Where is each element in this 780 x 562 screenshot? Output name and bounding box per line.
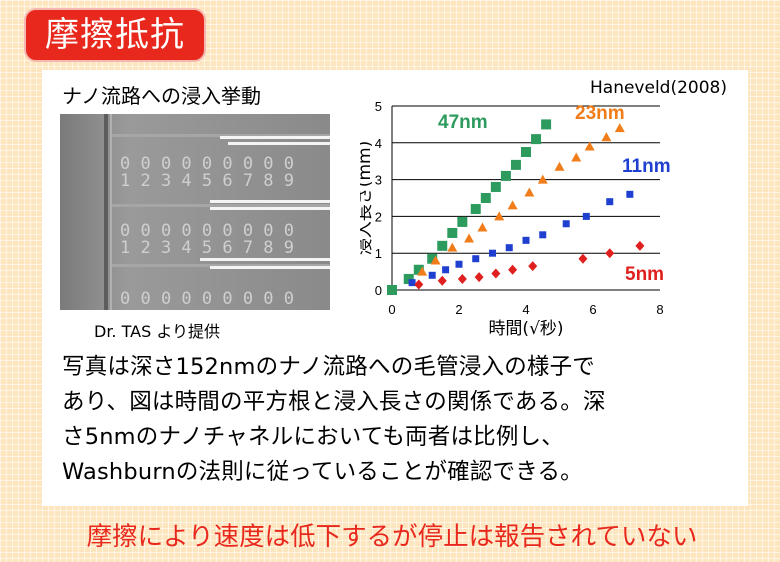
point-23nm-13 [614, 123, 625, 133]
point-47nm-5 [447, 227, 458, 238]
point-47nm-8 [480, 193, 491, 203]
point-23nm-5 [494, 211, 505, 221]
series-label-47nm: 47nm [438, 112, 488, 133]
point-23nm-8 [537, 174, 548, 184]
source-citation: Haneveld(2008) [590, 78, 727, 98]
x-tick-label-8: 8 [656, 302, 663, 317]
point-5nm-0 [414, 279, 424, 290]
point-23nm-11 [584, 141, 595, 151]
conclusion-text: 摩擦により速度は低下するが停止は報告されていない [86, 522, 698, 552]
chart-y-label: 浸入長さ(mm) [360, 141, 375, 255]
summary-line-1: 写真は深さ152nmのナノ流路への毛管浸入の様子で [62, 354, 595, 380]
point-47nm-0 [387, 285, 397, 295]
point-47nm-2 [413, 264, 424, 275]
point-47nm-4 [437, 240, 448, 251]
point-11nm-6 [505, 244, 513, 252]
photo-number-row-2: 1 2 3 4 5 6 7 8 9 [120, 238, 294, 258]
point-47nm-10 [500, 170, 511, 181]
photo-digit-row-1: 0 0 0 0 0 0 0 0 0 [120, 154, 294, 174]
y-tick-label-5: 5 [375, 99, 382, 114]
point-11nm-10 [582, 212, 590, 220]
series-label-5nm: 5nm [625, 264, 664, 285]
point-47nm-13 [531, 134, 542, 145]
photo-digit-row-2: 0 0 0 0 0 0 0 0 0 [120, 221, 294, 241]
point-5nm-2 [457, 273, 467, 284]
penetration-chart: 0 1 2 3 4 5 0 2 4 6 8 47nm 23nm 11nm 5nm 時間(√秒) 浸入長さ(… [360, 99, 671, 338]
point-47nm-9 [490, 181, 501, 192]
x-tick-label-2: 2 [455, 302, 462, 317]
nanochannel-photo: 0 0 0 0 0 0 0 0 0 1 2 3 4 5 6 7 8 9 0 0 … [60, 114, 330, 310]
point-23nm-6 [507, 200, 518, 210]
point-11nm-4 [472, 255, 480, 263]
summary-line-3: さ5nmのナノチャネルにおいても両者は比例し、 [62, 424, 564, 450]
summary-line-2: あり、図は時間の平方根と浸入長さの関係である。深 [62, 389, 606, 415]
chart-ticks: 0 1 2 3 4 5 0 2 4 6 8 [375, 99, 664, 317]
photo-credit: Dr. TAS より提供 [94, 322, 221, 341]
point-47nm-7 [470, 204, 481, 215]
point-11nm-3 [455, 260, 463, 268]
y-tick-label-2: 2 [375, 209, 382, 224]
point-11nm-0 [408, 279, 416, 287]
point-11nm-7 [522, 236, 530, 244]
point-23nm-0 [417, 266, 428, 276]
point-11nm-9 [562, 220, 570, 228]
series-label-11nm: 11nm [622, 156, 671, 177]
point-11nm-5 [489, 249, 496, 257]
summary-line-4: Washburnの法則に従っていることが確認できる。 [62, 459, 583, 485]
chart-grid [392, 105, 660, 291]
point-11nm-1 [428, 271, 436, 279]
x-tick-label-0: 0 [388, 302, 395, 317]
chart-points [387, 119, 645, 295]
nanochannel-photo-graphic: 0 0 0 0 0 0 0 0 0 1 2 3 4 5 6 7 8 9 0 0 … [60, 114, 330, 310]
point-23nm-9 [554, 161, 565, 171]
point-5nm-9 [635, 240, 645, 251]
point-11nm-8 [539, 231, 547, 239]
point-5nm-8 [605, 248, 615, 259]
point-23nm-2 [447, 242, 458, 252]
y-tick-label-0: 0 [375, 283, 382, 298]
point-11nm-12 [626, 190, 634, 198]
point-5nm-1 [437, 275, 447, 286]
point-23nm-4 [477, 222, 488, 232]
y-tick-label-1: 1 [375, 246, 382, 261]
point-5nm-7 [578, 253, 588, 264]
point-11nm-2 [442, 266, 450, 274]
content-panel: ナノ流路への浸入挙動 [42, 70, 748, 506]
point-11nm-11 [606, 198, 614, 206]
point-23nm-1 [430, 255, 441, 265]
y-tick-label-4: 4 [375, 136, 382, 151]
point-23nm-10 [571, 152, 582, 162]
series-label-23nm: 23nm [575, 103, 625, 124]
point-5nm-5 [508, 264, 518, 275]
point-47nm-1 [403, 273, 414, 284]
point-47nm-6 [457, 216, 468, 227]
point-5nm-4 [491, 268, 501, 279]
point-23nm-12 [601, 132, 612, 142]
chart-x-label: 時間(√秒) [488, 319, 563, 338]
slide-title: 摩擦抵抗 [24, 8, 206, 62]
point-47nm-3 [427, 253, 438, 264]
chart-series-labels: 47nm 23nm 11nm 5nm [438, 103, 671, 285]
y-tick-label-3: 3 [375, 173, 382, 188]
point-47nm-12 [521, 147, 531, 157]
photo-number-row-1: 1 2 3 4 5 6 7 8 9 [120, 171, 294, 191]
photo-digit-row-3: 0 0 0 0 0 0 0 0 0 [120, 289, 294, 309]
x-tick-label-6: 6 [589, 302, 596, 317]
point-5nm-6 [528, 261, 538, 272]
summary-text: 写真は深さ152nmのナノ流路への毛管浸入の様子で あり、図は時間の平方根と浸入… [62, 350, 732, 490]
point-23nm-3 [464, 233, 475, 243]
point-23nm-7 [524, 187, 535, 197]
photo-title: ナノ流路への浸入挙動 [62, 84, 261, 108]
point-5nm-3 [474, 272, 484, 283]
point-47nm-11 [510, 159, 521, 170]
point-47nm-14 [541, 119, 552, 130]
x-tick-label-4: 4 [522, 302, 529, 317]
